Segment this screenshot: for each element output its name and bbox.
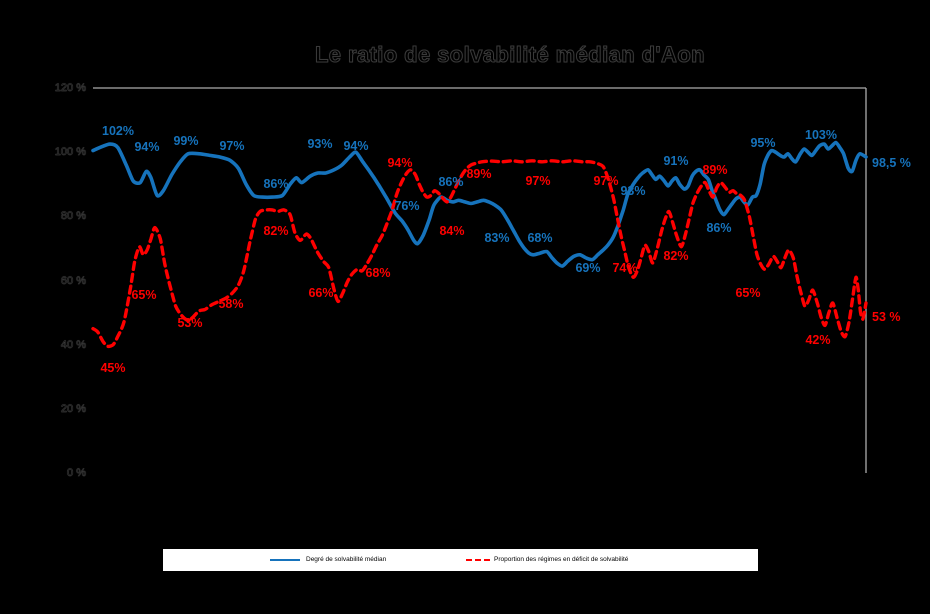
data-label-red: 82%	[263, 224, 289, 238]
red-dashed-line-sample	[466, 559, 490, 561]
legend-label-red: Proportion des régimes en déficit de sol…	[494, 556, 629, 563]
data-label-blue: 68%	[527, 231, 553, 245]
y-tick-label: 120 %	[54, 82, 87, 95]
data-label-red: 84%	[439, 224, 465, 238]
y-tick-label: 80 %	[60, 210, 87, 223]
legend: Degré de solvabilité médian Proportion d…	[163, 549, 758, 571]
data-label-blue: 86%	[706, 221, 732, 235]
y-tick-label: 40 %	[60, 338, 87, 351]
red-dashed-line-series	[91, 159, 868, 349]
y-tick-label: 20 %	[60, 402, 87, 416]
data-label-red: 74%	[612, 261, 638, 275]
y-tick-label: 0 %	[67, 467, 86, 480]
y-tick-label: 100 %	[54, 146, 87, 159]
data-label-red: 66%	[308, 286, 334, 300]
data-label-red: 58%	[218, 297, 244, 311]
data-label-red: 97%	[593, 174, 619, 188]
data-label-red: 53%	[177, 316, 203, 330]
data-label-red: 89%	[466, 167, 492, 181]
data-label-blue: 83%	[484, 231, 510, 245]
data-label-blue: 97%	[219, 139, 245, 153]
data-label-red: 45%	[100, 361, 126, 375]
y-tick-label: 60 %	[60, 274, 87, 287]
data-label-blue: 86%	[438, 175, 464, 189]
blue-solid-line-series	[91, 140, 868, 268]
data-label-red: 94%	[387, 156, 413, 170]
red-end-value-label: 53 %	[872, 310, 901, 324]
data-label-red: 97%	[525, 174, 551, 188]
data-label-blue: 93%	[620, 184, 646, 198]
data-label-blue: 95%	[750, 136, 776, 150]
data-label-blue: 93%	[307, 137, 333, 151]
blue-line-sample	[270, 559, 300, 561]
data-label-blue: 69%	[575, 261, 601, 275]
data-label-red: 68%	[365, 266, 391, 280]
data-label-blue: 99%	[173, 134, 199, 148]
data-label-blue: 94%	[134, 140, 160, 154]
data-label-blue: 103%	[805, 128, 837, 142]
data-label-blue: 94%	[343, 139, 369, 153]
data-label-blue: 102%	[102, 124, 134, 138]
data-label-red: 65%	[131, 288, 157, 302]
data-label-red: 65%	[735, 286, 761, 300]
data-label-blue: 91%	[663, 154, 689, 168]
data-label-red: 42%	[805, 333, 831, 347]
data-label-blue: 86%	[263, 177, 289, 191]
data-label-blue: 76%	[394, 199, 420, 213]
chart-title: Le ratio de solvabilité médian d'Aon	[314, 42, 706, 68]
data-label-red: 89%	[702, 163, 728, 177]
blue-end-value-label: 98,5 %	[872, 156, 911, 170]
data-label-red: 82%	[663, 249, 689, 263]
legend-label-blue: Degré de solvabilité médian	[306, 556, 387, 563]
